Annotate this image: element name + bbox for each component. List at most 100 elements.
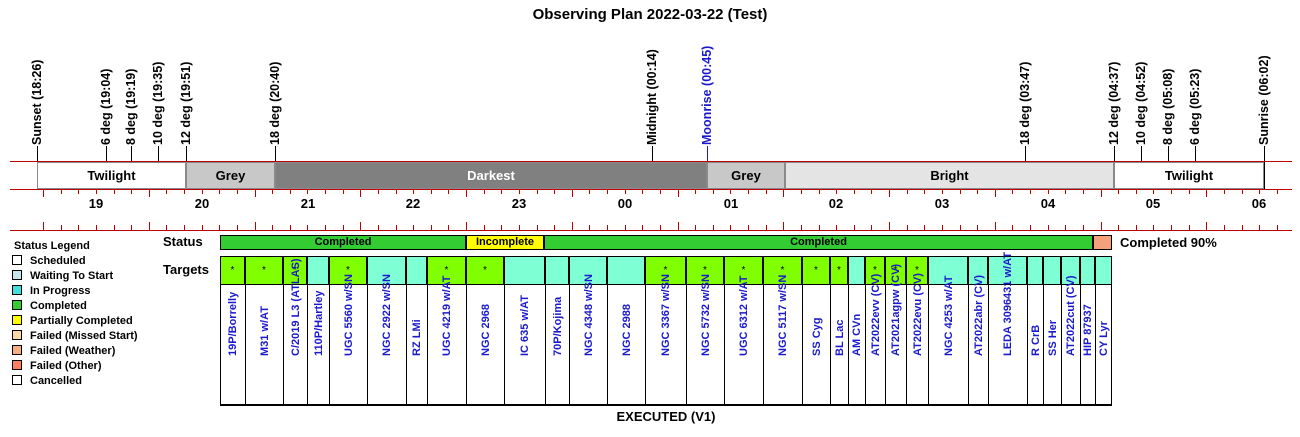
target-name: NGC 4348 w/SN [582,274,595,356]
minor-tick [272,225,273,230]
minor-tick [1012,225,1013,230]
minor-tick [1030,189,1031,194]
target-status-cell: * [802,256,830,285]
event-label: 6 deg (05:23) [1188,68,1202,145]
legend-label: Waiting To Start [30,270,114,282]
minor-tick [1153,189,1154,194]
legend-label: In Progress [30,285,91,297]
minor-tick [854,189,855,194]
targets-row-label: Targets [163,262,209,277]
legend-label: Failed (Other) [30,360,102,372]
target-column: M31 w/AT [245,285,283,404]
minor-tick [871,189,872,194]
minor-tick [1065,225,1066,230]
legend-swatch [12,270,22,280]
target-column: NGC 5732 w/SN [686,274,724,404]
event-label: Sunrise (06:02) [1257,55,1271,145]
legend-swatch [12,360,22,370]
minor-tick [554,189,555,194]
minor-tick [819,189,820,194]
minor-tick [554,225,555,230]
minor-tick [1048,225,1049,230]
target-column: NGC 2988 [607,285,645,404]
minor-tick [1118,225,1119,230]
phase-segment: Grey [186,162,275,189]
minor-tick [272,189,273,194]
hour-tick [995,222,996,230]
target-status-cell [1080,256,1095,285]
minor-tick [960,189,961,194]
target-name: AT2022abr (CV) [972,274,985,356]
phase-segment: Grey [707,162,785,189]
target-status-cell [569,256,607,285]
target-name: AT2022evv (CV) [869,273,882,356]
minor-tick [1136,225,1137,230]
legend-item: Waiting To Start [12,270,113,282]
target-status-cell: * [466,256,504,285]
minor-tick [413,189,414,194]
minor-tick [325,225,326,230]
minor-tick [836,189,837,194]
minor-tick [237,189,238,194]
hour-tick [1101,222,1102,230]
hour-tick [466,189,467,197]
minor-tick [290,189,291,194]
target-name: SS Her [1046,319,1059,356]
hour-label: 22 [405,196,421,211]
target-name: NGC 5732 w/SN [699,274,712,356]
minor-tick [607,189,608,194]
minor-tick [378,189,379,194]
minor-tick [1065,189,1066,194]
minor-tick [1136,189,1137,194]
minor-tick [1171,225,1172,230]
target-status-cell [1095,256,1112,285]
status-summary: Completed 90% [1120,235,1217,250]
target-status-cell [406,256,427,285]
minor-tick [730,225,731,230]
minor-tick [766,225,767,230]
minor-tick [942,225,943,230]
minor-tick [924,225,925,230]
target-name: UGC 6312 w/AT [738,275,750,357]
hour-label: 21 [300,196,316,211]
target-column: NGC 4348 w/SN [569,274,607,404]
phase-segment: Twilight [37,162,186,189]
target-status-cell: * [686,256,724,285]
target-status-cell [848,256,865,285]
target-column: AM CVn [848,285,865,404]
minor-tick [713,225,714,230]
minor-tick [589,189,590,194]
legend-swatch [12,375,22,385]
minor-tick [607,225,608,230]
minor-tick [642,225,643,230]
minor-tick [290,225,291,230]
status-segment: Completed [220,235,466,250]
minor-tick [378,225,379,230]
target-status-cell [504,256,545,285]
target-column: NGC 4253 w/AT [928,276,968,404]
hour-label: 04 [1040,196,1056,211]
minor-tick [1277,225,1278,230]
hour-tick [1101,189,1102,197]
legend-label: Failed (Missed Start) [30,330,138,342]
hour-tick [572,222,573,230]
minor-tick [1048,189,1049,194]
minor-tick [1083,189,1084,194]
minor-tick [1259,189,1260,194]
minor-tick [396,225,397,230]
hour-tick [43,222,44,230]
minor-tick [801,225,802,230]
legend-label: Scheduled [30,255,86,267]
hour-tick [255,189,256,197]
hour-tick [889,189,890,197]
target-status-cell [307,256,329,285]
target-name: 70P/Kojima [551,296,564,356]
hour-tick [889,222,890,230]
hour-tick [360,189,361,197]
minor-tick [819,225,820,230]
target-column: AT2022abr (CV) [968,275,988,404]
target-column: AT2022evv (CV) [865,274,885,404]
minor-tick [448,189,449,194]
minor-tick [660,225,661,230]
hour-tick [783,222,784,230]
